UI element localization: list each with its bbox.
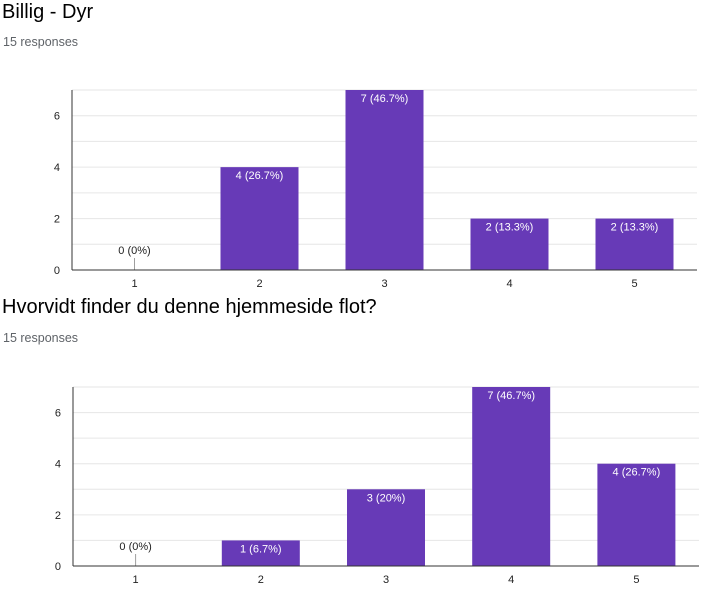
x-tick-label: 2 — [258, 574, 264, 586]
y-tick-label: 0 — [54, 265, 60, 277]
y-tick-label: 6 — [54, 111, 60, 123]
data-label: 7 (46.7%) — [487, 390, 535, 402]
x-tick-label: 1 — [131, 278, 137, 290]
bar — [472, 387, 551, 566]
bar — [221, 540, 300, 566]
response-count: 15 responses — [3, 35, 79, 49]
bar — [347, 489, 425, 566]
x-tick-label: 5 — [633, 574, 639, 586]
response-count: 15 responses — [3, 331, 79, 345]
bar-chart: 0 2 4 6 0 (0%) 1 1 (6.7%) 2 3 (20%) 3 7 (46.7%) 4 4 … — [55, 386, 699, 586]
data-label: 4 (26.7%) — [613, 467, 661, 479]
question-title: Billig - Dyr — [2, 1, 94, 23]
x-tick-label: 4 — [506, 278, 512, 290]
data-label: 0 (0%) — [119, 541, 151, 553]
y-tick-label: 6 — [55, 408, 61, 420]
bar — [595, 218, 674, 270]
question-card-1: Billig - Dyr 15 responses 0 2 4 6 0 (0%) 1 4 (… — [2, 1, 697, 290]
x-tick-label: 4 — [508, 574, 514, 586]
bar — [597, 463, 676, 566]
y-tick-label: 4 — [55, 459, 61, 471]
bar — [220, 167, 299, 270]
data-label: 2 (13.3%) — [611, 222, 659, 234]
x-tick-label: 3 — [383, 574, 389, 586]
y-tick-label: 4 — [54, 162, 60, 174]
x-tick-label: 5 — [631, 278, 637, 290]
bar — [345, 90, 424, 270]
data-label: 0 (0%) — [118, 245, 150, 257]
x-tick-label: 2 — [256, 278, 262, 290]
data-label: 2 (13.3%) — [486, 222, 534, 234]
data-label: 7 (46.7%) — [361, 93, 409, 105]
bar — [470, 218, 549, 270]
question-title: Hvorvidt finder du denne hjemmeside flot… — [2, 296, 377, 318]
data-label: 4 (26.7%) — [236, 170, 284, 182]
data-label: 1 (6.7%) — [240, 543, 282, 555]
y-tick-label: 0 — [55, 561, 61, 573]
x-tick-label: 3 — [381, 278, 387, 290]
x-tick-label: 1 — [133, 574, 139, 586]
question-card-2: Hvorvidt finder du denne hjemmeside flot… — [0, 296, 704, 589]
y-tick-label: 2 — [55, 510, 61, 522]
data-label: 3 (20%) — [367, 492, 406, 504]
y-tick-label: 2 — [54, 214, 60, 226]
bar-chart: 0 2 4 6 0 (0%) 1 4 (26.7%) 2 7 (46.7%) 3 2 (13.3%)… — [54, 89, 697, 290]
